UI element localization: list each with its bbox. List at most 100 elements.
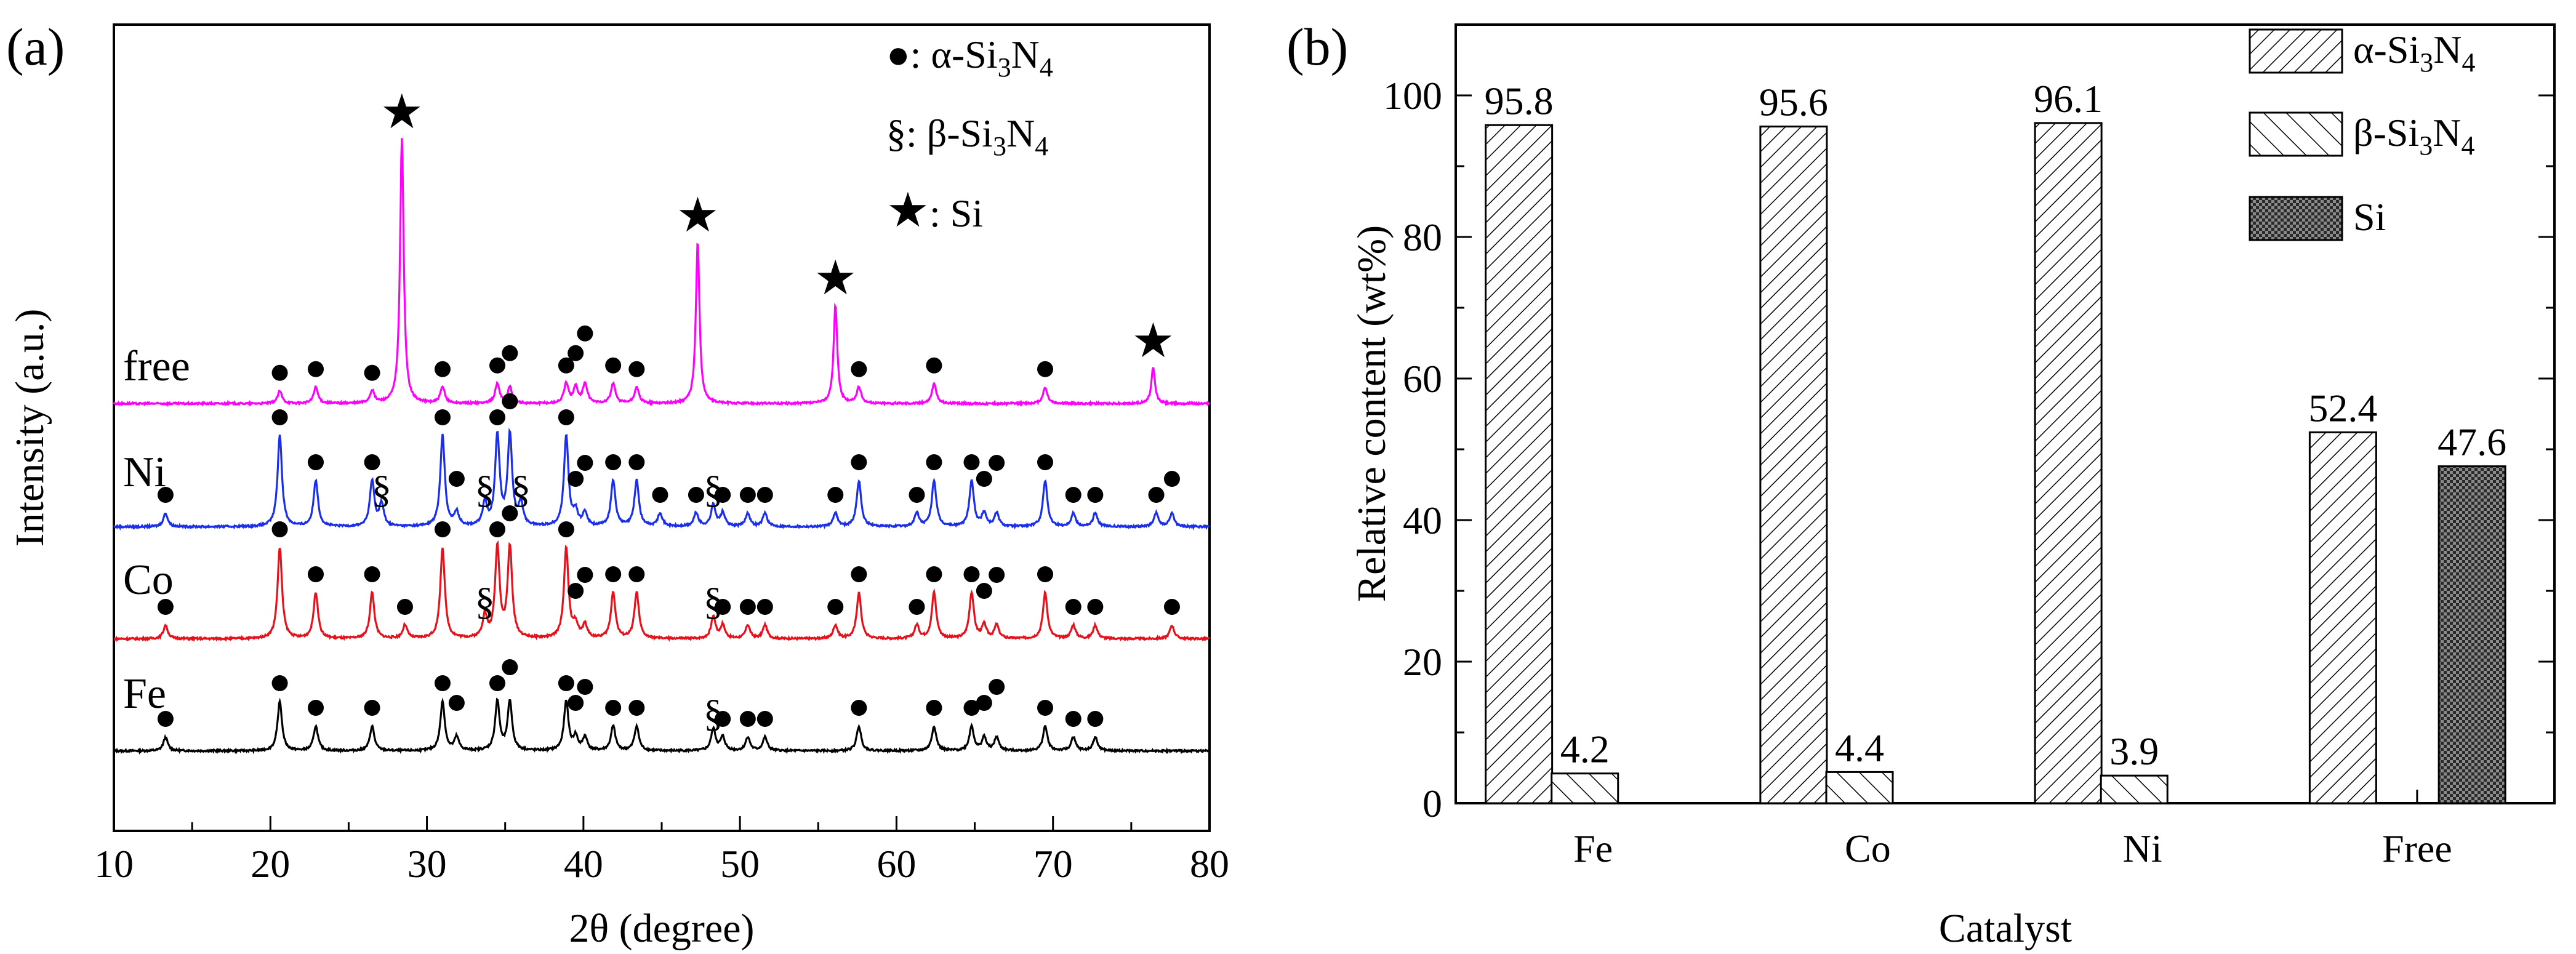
bar-legend-swatch [2249, 196, 2343, 241]
alpha-si3n4-peak-marker [715, 711, 731, 727]
alpha-si3n4-peak-marker [396, 599, 413, 615]
xrd-x-tick-label: 50 [720, 842, 760, 886]
panel-a-label: (a) [6, 17, 65, 76]
alpha-si3n4-peak-marker [308, 566, 324, 582]
alpha-si3n4-peak-marker [976, 695, 992, 711]
bar-hatch-dense-fe [1485, 124, 1554, 804]
bar-x-category-label: Free [2382, 827, 2452, 870]
xrd-curves [113, 138, 1211, 755]
alpha-si3n4-peak-marker [628, 566, 645, 582]
alpha-si3n4-peak-marker [976, 583, 992, 599]
bar-hatch-wide-ni [2100, 774, 2169, 804]
bar-marks [1485, 122, 2506, 804]
alpha-si3n4-peak-marker [909, 599, 925, 615]
bar-legend-label: Si [2353, 195, 2386, 239]
bar-y-tick-label: 20 [1403, 640, 1442, 684]
alpha-si3n4-peak-marker [1163, 471, 1180, 487]
alpha-si3n4-peak-marker [1037, 454, 1053, 470]
alpha-si3n4-peak-marker [989, 455, 1005, 471]
bar-x-category-label: Fe [1573, 827, 1613, 870]
alpha-si3n4-peak-marker [308, 361, 324, 377]
alpha-si3n4-peak-marker [688, 487, 704, 503]
alpha-si3n4-peak-marker [435, 675, 451, 691]
alpha-si3n4-peak-marker [1065, 487, 1081, 503]
alpha-si3n4-peak-marker [739, 599, 756, 615]
bar-value-label: 52.4 [2308, 386, 2377, 430]
bar-hatch-dense-co [1759, 126, 1828, 804]
xrd-x-tick-label: 70 [1033, 842, 1073, 886]
xrd-panel: (a) 10 20 30 40 50 60 70 80 2θ (degree) Intensi… [6, 17, 1229, 951]
xrd-x-axis: 10 20 30 40 50 60 70 80 [94, 816, 1229, 886]
xrd-curve-co [113, 540, 1210, 643]
bar-axes: 0 20 40 60 80 100 Fe Co Ni Free [1383, 74, 2554, 870]
bar-legend-swatch [2249, 28, 2343, 74]
xrd-curve-fe [113, 697, 1211, 755]
bar-y-axis-title: Relative content (wt%) [1349, 225, 1394, 602]
alpha-si3n4-peak-marker [605, 700, 622, 716]
bar-hatch-dense-free [2308, 431, 2377, 804]
beta-si3n4-peak-marker: § [475, 579, 495, 623]
alpha-si3n4-peak-marker [628, 361, 645, 377]
bar-legend-swatch [2249, 111, 2343, 157]
bar-value-label: 47.6 [2438, 420, 2506, 464]
alpha-si3n4-peak-marker [715, 599, 731, 615]
alpha-si3n4-peak-marker [756, 711, 773, 727]
si-peak-marker: ★ [1131, 314, 1174, 367]
alpha-si3n4-peak-marker [577, 455, 593, 471]
alpha-si3n4-peak-marker [926, 700, 942, 716]
alpha-si3n4-peak-marker [1163, 599, 1180, 615]
panel-b-label: (b) [1286, 17, 1348, 76]
bar-y-tick-label: 0 [1422, 782, 1442, 825]
alpha-si3n4-peak-marker [364, 454, 380, 470]
beta-si3n4-peak-marker: § [704, 579, 723, 623]
bar-value-label: 95.8 [1485, 79, 1554, 122]
alpha-si3n4-peak-marker [1065, 599, 1081, 615]
alpha-si3n4-peak-marker [926, 357, 942, 374]
bar-value-label: 4.4 [1835, 726, 1884, 769]
alpha-si3n4-peak-marker [157, 487, 174, 503]
alpha-si3n4-peak-marker [1065, 711, 1081, 727]
bar-x-axis-title: Catalyst [1939, 906, 2072, 951]
alpha-si3n4-peak-marker [926, 454, 942, 470]
alpha-si3n4-peak-marker [157, 599, 174, 615]
alpha-si3n4-peak-marker [157, 711, 174, 727]
alpha-si3n4-peak-marker [1037, 700, 1053, 716]
alpha-si3n4-peak-marker [558, 409, 574, 425]
alpha-si3n4-peak-marker [851, 700, 867, 716]
xrd-x-axis-title: 2θ (degree) [569, 906, 755, 951]
bar-plot-frame [1455, 23, 2556, 804]
alpha-si3n4-peak-marker [489, 675, 505, 691]
bar-legend-label: α-Si3N4 [2353, 28, 2475, 78]
alpha-si3n4-peak-marker [271, 409, 288, 425]
bar-y-tick-label: 80 [1403, 215, 1442, 259]
alpha-si3n4-peak-marker [739, 711, 756, 727]
xrd-y-axis-title: Intensity (a.u.) [7, 309, 52, 547]
alpha-si3n4-peak-marker [1087, 599, 1104, 615]
si-peak-marker: ★ [676, 188, 720, 242]
alpha-si3n4-peak-marker [577, 567, 593, 583]
alpha-si3n4-peak-marker [568, 471, 584, 487]
alpha-si3n4-peak-marker [628, 454, 645, 470]
alpha-si3n4-peak-marker [502, 345, 518, 361]
alpha-si3n4-peak-marker [558, 521, 574, 537]
alpha-si3n4-peak-marker [851, 566, 867, 582]
alpha-si3n4-peak-marker [502, 659, 518, 675]
bar-cross-free [2438, 465, 2506, 804]
alpha-si3n4-peak-marker [448, 695, 465, 711]
xrd-curve-ni [113, 428, 1210, 531]
alpha-si3n4-peak-marker [1087, 711, 1104, 727]
alpha-si3n4-peak-marker [1037, 566, 1053, 582]
xrd-sample-label-ni: Ni [123, 449, 166, 496]
xrd-legend-entry: ●: α-Si3N4 [886, 33, 1053, 82]
xrd-x-tick-label: 40 [564, 842, 603, 886]
beta-si3n4-peak-marker: § [511, 467, 531, 511]
xrd-peak-markers: § § § § § § § ★ ★ ★ ★ [157, 85, 1180, 735]
alpha-si3n4-peak-marker [435, 521, 451, 537]
alpha-si3n4-peak-marker [558, 357, 574, 374]
alpha-si3n4-peak-marker [448, 471, 465, 487]
bar-value-label: 95.6 [1759, 81, 1828, 124]
xrd-legend: ●: α-Si3N4 §: β-Si3N4 ★: Si [886, 33, 1053, 237]
xrd-x-tick-label: 80 [1190, 842, 1229, 886]
alpha-si3n4-peak-marker [271, 521, 288, 537]
beta-si3n4-peak-marker: § [475, 467, 495, 511]
